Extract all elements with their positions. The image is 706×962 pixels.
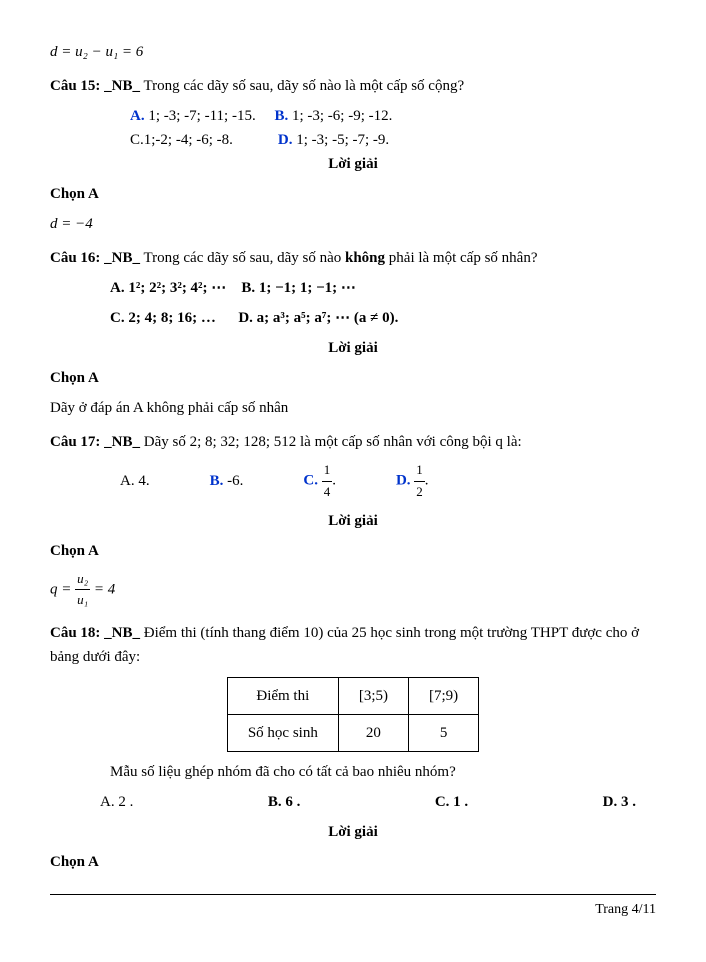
q18-table: Điểm thi [3;5) [7;9) Số học sinh 20 5 bbox=[227, 677, 479, 752]
q18-th3: [7;9) bbox=[409, 678, 479, 715]
q17-C-frac: 1 4 bbox=[322, 460, 333, 503]
q17-C-lbl: C. bbox=[303, 473, 318, 489]
q18-chon: Chọn A bbox=[50, 850, 656, 874]
q18-A: A. 2 . bbox=[100, 790, 133, 814]
q15-A: 1; -3; -7; -11; -15. bbox=[148, 108, 255, 124]
q18-C-wrap: C. 1 . bbox=[435, 790, 468, 814]
equation-d: d = u₂ − u₁ = 6 bbox=[50, 40, 656, 64]
q15-chon: Chọn A bbox=[50, 182, 656, 206]
q18-B-wrap: B. 6 . bbox=[268, 790, 301, 814]
q18-question: Mẫu số liệu ghép nhóm đã cho có tất cả b… bbox=[110, 760, 656, 784]
q18-D: D. 3 . bbox=[603, 794, 636, 810]
q18-C: C. 1 . bbox=[435, 794, 468, 810]
q17-D-lbl: D. bbox=[396, 473, 411, 489]
q16-D: D. a; a³; a⁵; a⁷; ⋯ (a ≠ 0). bbox=[238, 310, 398, 326]
q15-options-row2: C.1;-2; -4; -6; -8. D. 1; -3; -5; -7; -9… bbox=[130, 128, 656, 152]
page-footer: Trang 4/11 bbox=[50, 894, 656, 921]
q17-C-den: 4 bbox=[322, 482, 333, 503]
q15-A-lbl: A. bbox=[130, 108, 145, 124]
q16-text-bold: không bbox=[345, 250, 385, 266]
q17-eq-lhs: q = bbox=[50, 581, 71, 597]
q17-C-wrap: C. 1 4 . bbox=[303, 460, 336, 503]
question-17: Câu 17: _NB_ Dãy số 2; 8; 32; 128; 512 l… bbox=[50, 430, 656, 454]
q18-th1: Điểm thi bbox=[227, 678, 338, 715]
q16-B: B. 1; −1; 1; −1; ⋯ bbox=[241, 280, 356, 296]
q17-eq-frac: u₂ u₁ bbox=[75, 569, 90, 612]
q17-label: Câu 17: bbox=[50, 434, 100, 450]
q17-eq-den: u₁ bbox=[75, 590, 90, 611]
q16-text-2: phải là một cấp số nhân? bbox=[385, 250, 537, 266]
q17-eq: q = u₂ u₁ = 4 bbox=[50, 569, 656, 612]
q18-tag: _NB_ bbox=[104, 625, 140, 641]
q17-options: A. 4. B. -6. C. 1 4 . D. 1 2 . bbox=[120, 460, 656, 503]
q17-B-wrap: B. -6. bbox=[210, 469, 244, 493]
q15-eq: d = −4 bbox=[50, 212, 656, 236]
q18-r2: 20 bbox=[338, 715, 408, 752]
q17-text: Dãy số 2; 8; 32; 128; 512 là một cấp số … bbox=[144, 434, 522, 450]
q16-label: Câu 16: bbox=[50, 250, 100, 266]
q17-D-frac: 1 2 bbox=[414, 460, 425, 503]
q15-tag: _NB_ bbox=[104, 78, 140, 94]
q15-D: 1; -3; -5; -7; -9. bbox=[296, 132, 389, 148]
q18-r3: 5 bbox=[409, 715, 479, 752]
q18-r1: Số học sinh bbox=[227, 715, 338, 752]
q15-B-lbl: B. bbox=[274, 108, 288, 124]
q17-tag: _NB_ bbox=[104, 434, 140, 450]
q16-row1: A. 1²; 2²; 3²; 4²; ⋯ B. 1; −1; 1; −1; ⋯ bbox=[110, 276, 656, 300]
q17-D-den: 2 bbox=[414, 482, 425, 503]
q18-options: A. 2 . B. 6 . C. 1 . D. 3 . bbox=[100, 790, 636, 814]
q15-loigiai: Lời giải bbox=[50, 152, 656, 176]
q17-C-num: 1 bbox=[322, 460, 333, 482]
table-row: Số học sinh 20 5 bbox=[227, 715, 478, 752]
q17-D-wrap: D. 1 2 . bbox=[396, 460, 429, 503]
q16-A: A. 1²; 2²; 3²; 4²; ⋯ bbox=[110, 280, 226, 296]
q15-B: 1; -3; -6; -9; -12. bbox=[292, 108, 392, 124]
q17-loigiai: Lời giải bbox=[50, 509, 656, 533]
q17-B: -6. bbox=[227, 473, 243, 489]
q18-loigiai: Lời giải bbox=[50, 820, 656, 844]
q16-loigiai: Lời giải bbox=[50, 336, 656, 360]
q17-eq-rhs: = 4 bbox=[94, 581, 115, 597]
q18-th2: [3;5) bbox=[338, 678, 408, 715]
q15-C: C.1;-2; -4; -6; -8. bbox=[130, 132, 233, 148]
q15-text: Trong các dãy số sau, dãy số nào là một … bbox=[144, 78, 465, 94]
question-16: Câu 16: _NB_ Trong các dãy số sau, dãy s… bbox=[50, 246, 656, 270]
question-15: Câu 15: _NB_ Trong các dãy số sau, dãy s… bbox=[50, 74, 656, 98]
q16-row2: C. 2; 4; 8; 16; … D. a; a³; a⁵; a⁷; ⋯ (a… bbox=[110, 306, 656, 330]
question-18: Câu 18: _NB_ Điểm thi (tính thang điểm 1… bbox=[50, 621, 656, 669]
q17-D-num: 1 bbox=[414, 460, 425, 482]
q15-options-row1: A. 1; -3; -7; -11; -15. B. 1; -3; -6; -9… bbox=[130, 104, 656, 128]
q16-text-1: Trong các dãy số sau, dãy số nào bbox=[144, 250, 346, 266]
q16-chon: Chọn A bbox=[50, 366, 656, 390]
q16-C: C. 2; 4; 8; 16; … bbox=[110, 310, 216, 326]
q17-chon: Chọn A bbox=[50, 539, 656, 563]
q18-B: B. 6 . bbox=[268, 794, 301, 810]
q18-D-wrap: D. 3 . bbox=[603, 790, 636, 814]
q17-A: A. 4. bbox=[120, 469, 150, 493]
q17-B-lbl: B. bbox=[210, 473, 224, 489]
q16-tag: _NB_ bbox=[104, 250, 140, 266]
q15-D-lbl: D. bbox=[278, 132, 293, 148]
q17-eq-num: u₂ bbox=[75, 569, 90, 591]
q15-label: Câu 15: bbox=[50, 78, 100, 94]
q18-label: Câu 18: bbox=[50, 625, 100, 641]
q16-expl: Dãy ở đáp án A không phải cấp số nhân bbox=[50, 396, 656, 420]
table-row: Điểm thi [3;5) [7;9) bbox=[227, 678, 478, 715]
